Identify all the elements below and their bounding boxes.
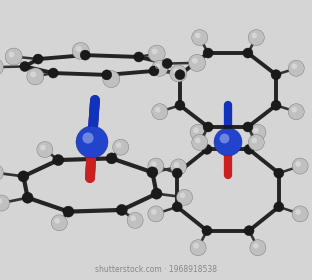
Circle shape [116,204,127,215]
Circle shape [172,168,182,178]
Circle shape [147,167,158,178]
Circle shape [148,206,164,222]
Circle shape [174,162,179,168]
Circle shape [148,45,165,62]
Circle shape [151,188,162,199]
Circle shape [155,64,161,69]
Circle shape [48,68,58,78]
Circle shape [190,240,206,256]
Text: shutterstock.com · 1968918538: shutterstock.com · 1968918538 [95,265,217,274]
Circle shape [0,59,3,76]
Circle shape [248,29,264,46]
Circle shape [0,195,9,211]
Circle shape [53,155,64,165]
Circle shape [248,134,264,150]
Circle shape [0,165,3,181]
Circle shape [102,70,112,80]
Circle shape [72,43,89,59]
Circle shape [151,161,157,167]
Circle shape [243,122,253,132]
Circle shape [292,206,308,222]
Circle shape [63,206,74,217]
Circle shape [40,145,46,150]
Circle shape [292,158,308,174]
Circle shape [243,48,253,58]
Circle shape [5,48,22,65]
Circle shape [80,50,90,60]
Circle shape [274,168,284,178]
Circle shape [171,159,187,175]
Circle shape [27,68,44,85]
Circle shape [251,138,257,143]
Circle shape [151,209,157,215]
Circle shape [18,171,29,182]
Circle shape [30,71,36,77]
Circle shape [274,202,284,212]
Circle shape [106,74,112,80]
Circle shape [188,54,206,71]
Circle shape [202,226,212,236]
Circle shape [295,209,301,215]
Circle shape [251,33,257,38]
Circle shape [193,243,199,249]
Circle shape [177,189,193,205]
Circle shape [192,58,198,64]
Circle shape [253,127,259,133]
Circle shape [202,144,212,154]
Circle shape [220,134,229,143]
Circle shape [22,192,33,203]
Circle shape [76,126,108,158]
Circle shape [51,215,67,231]
Circle shape [193,127,199,133]
Circle shape [295,161,301,167]
Circle shape [214,128,242,156]
Circle shape [192,134,208,150]
Circle shape [173,68,179,74]
Circle shape [103,71,120,88]
Circle shape [190,124,206,140]
Circle shape [203,48,213,58]
Circle shape [155,107,161,113]
Circle shape [0,198,2,204]
Circle shape [33,54,43,64]
Circle shape [162,59,172,69]
Circle shape [172,202,182,212]
Circle shape [148,158,164,174]
Circle shape [195,33,201,38]
Circle shape [291,107,297,113]
Circle shape [192,29,208,46]
Circle shape [76,46,81,52]
Circle shape [20,62,30,71]
Circle shape [271,100,281,110]
Circle shape [244,226,254,236]
Circle shape [37,142,53,158]
Circle shape [152,48,158,54]
Circle shape [250,240,266,256]
Circle shape [149,66,159,76]
Circle shape [195,138,201,143]
Circle shape [288,60,304,76]
Circle shape [82,132,94,144]
Circle shape [152,104,168,120]
Circle shape [116,143,121,148]
Circle shape [113,139,129,155]
Circle shape [253,243,259,249]
Circle shape [271,70,281,80]
Circle shape [130,216,136,221]
Circle shape [9,52,15,57]
Circle shape [175,100,185,110]
Circle shape [106,153,117,164]
Circle shape [55,218,60,224]
Circle shape [203,122,213,132]
Circle shape [175,70,185,80]
Circle shape [180,192,185,198]
Circle shape [170,65,187,82]
Circle shape [250,124,266,140]
Circle shape [288,104,304,120]
Circle shape [152,60,168,76]
Circle shape [291,64,297,69]
Circle shape [244,144,254,154]
Circle shape [127,213,143,228]
Circle shape [134,52,144,62]
